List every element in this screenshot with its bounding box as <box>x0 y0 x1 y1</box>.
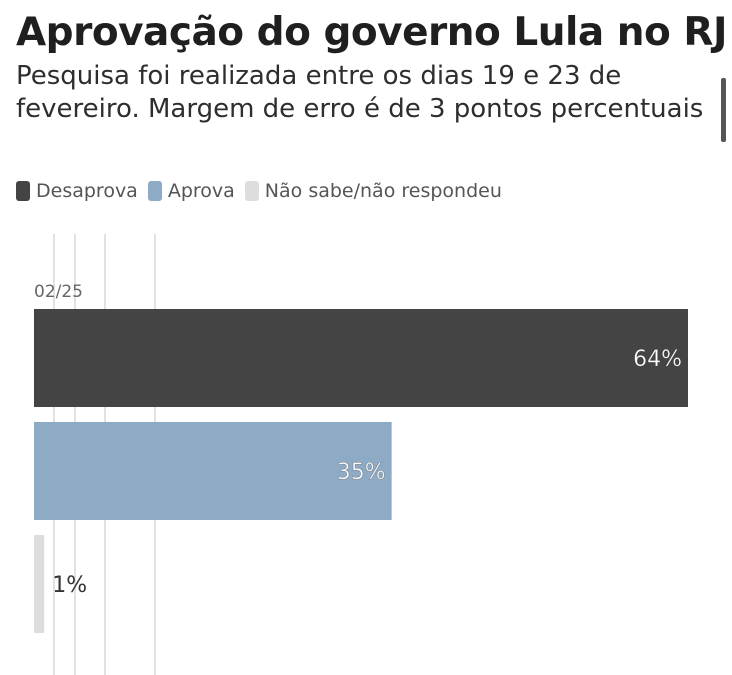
legend-label-aprova: Aprova <box>167 180 235 202</box>
legend-label-desaprova: Desaprova <box>36 180 138 202</box>
bar-chart: 02/25 64% 35% 1% <box>34 234 688 675</box>
bar-value-label: 64% <box>633 347 682 372</box>
bar <box>34 422 392 520</box>
legend-swatch-desaprova <box>16 181 30 201</box>
scrollbar[interactable] <box>721 78 726 142</box>
bar-value-label: 35% <box>337 460 386 485</box>
group-label: 02/25 <box>34 282 83 302</box>
chart-legend: Desaprova Aprova Não sabe/não respondeu <box>16 180 512 202</box>
bar <box>34 535 45 633</box>
legend-item-desaprova: Desaprova <box>16 180 138 202</box>
legend-label-nao-sabe: Não sabe/não respondeu <box>264 180 502 202</box>
legend-swatch-aprova <box>147 181 162 201</box>
legend-item-aprova: Aprova <box>147 180 235 202</box>
bar <box>34 309 688 407</box>
legend-swatch-nao-sabe <box>244 181 259 201</box>
chart-subtitle: Pesquisa foi realizada entre os dias 19 … <box>16 61 704 124</box>
chart-title: Aprovação do governo Lula no RJ <box>16 10 727 55</box>
bar-value-label: 1% <box>52 573 87 598</box>
legend-item-nao-sabe: Não sabe/não respondeu <box>244 180 502 202</box>
